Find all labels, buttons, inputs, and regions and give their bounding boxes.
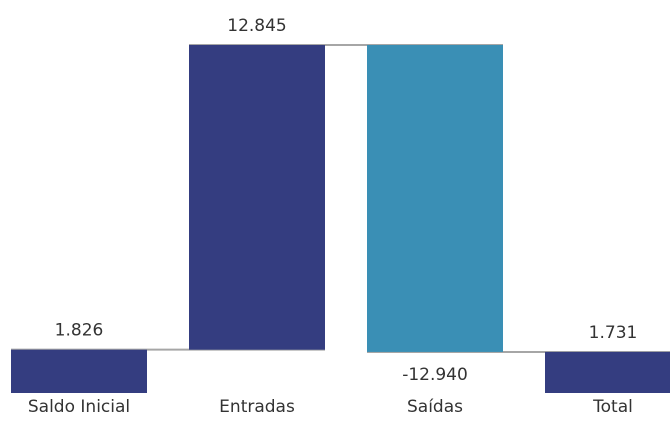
value-label-total: 1.731 (589, 323, 638, 343)
category-label-saldo-inicial: Saldo Inicial (28, 397, 130, 417)
category-label-saidas: Saídas (407, 397, 463, 417)
category-label-entradas: Entradas (219, 397, 295, 417)
value-label-saidas: -12.940 (402, 365, 468, 385)
bar-entradas (189, 45, 325, 350)
category-label-total: Total (592, 397, 633, 417)
value-label-entradas: 12.845 (227, 16, 286, 36)
connector-lines (11, 44, 670, 353)
bar-total (545, 351, 670, 393)
bars-group (11, 45, 670, 393)
value-labels-group: 1.826 12.845 -12.940 1.731 (55, 16, 638, 385)
bar-saldo-inicial (11, 349, 147, 393)
value-label-saldo-inicial: 1.826 (55, 321, 104, 341)
bar-saidas (367, 45, 503, 352)
category-labels-group: Saldo Inicial Entradas Saídas Total (28, 397, 633, 417)
